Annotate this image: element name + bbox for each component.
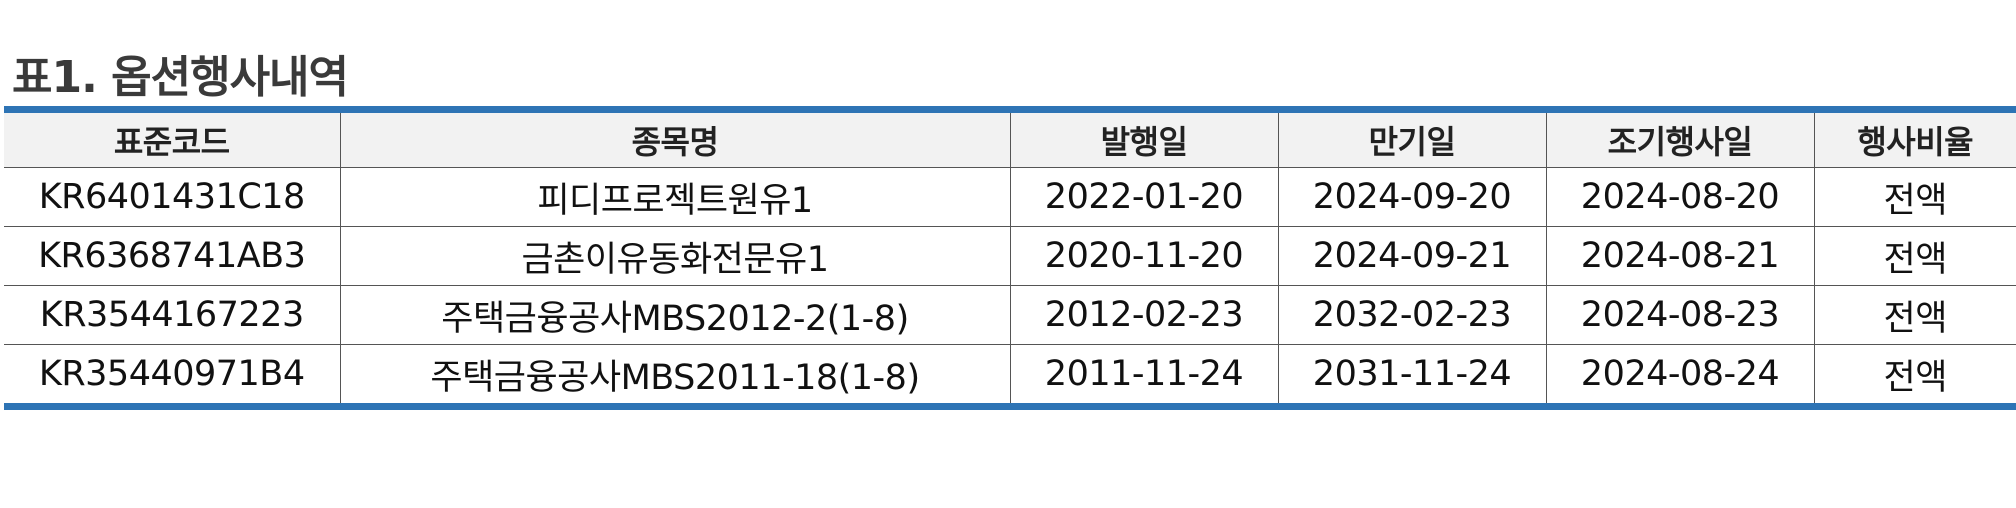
cell-security-name: 금촌이유동화전문유1 <box>339 226 1011 286</box>
cell-early-exercise-date: 2024-08-23 <box>1545 285 1815 345</box>
header-exercise-ratio: 행사비율 <box>1813 109 2016 168</box>
cell-maturity-date: 2031-11-24 <box>1277 344 1547 407</box>
cell-security-name: 피디프로젝트원유1 <box>339 167 1011 227</box>
cell-security-name: 주택금융공사MBS2011-18(1-8) <box>339 344 1011 407</box>
header-issue-date: 발행일 <box>1009 109 1279 168</box>
table-title: 표1. 옵션행사내역 <box>12 52 349 103</box>
table-row: KR6401431C18 피디프로젝트원유1 2022-01-20 2024-0… <box>4 167 2016 227</box>
cell-exercise-ratio: 전액 <box>1813 226 2016 286</box>
option-exercise-table: 표준코드 종목명 발행일 만기일 조기행사일 행사비율 KR6401431C18… <box>4 106 2016 410</box>
cell-standard-code: KR35440971B4 <box>4 344 341 407</box>
cell-exercise-ratio: 전액 <box>1813 344 2016 407</box>
table-row: KR6368741AB3 금촌이유동화전문유1 2020-11-20 2024-… <box>4 226 2016 286</box>
cell-maturity-date: 2032-02-23 <box>1277 285 1547 345</box>
cell-early-exercise-date: 2024-08-20 <box>1545 167 1815 227</box>
cell-issue-date: 2011-11-24 <box>1009 344 1279 407</box>
table-header-row: 표준코드 종목명 발행일 만기일 조기행사일 행사비율 <box>4 109 2016 168</box>
cell-exercise-ratio: 전액 <box>1813 167 2016 227</box>
cell-standard-code: KR3544167223 <box>4 285 341 345</box>
cell-issue-date: 2012-02-23 <box>1009 285 1279 345</box>
option-exercise-table-container: 표준코드 종목명 발행일 만기일 조기행사일 행사비율 KR6401431C18… <box>4 106 2016 410</box>
cell-exercise-ratio: 전액 <box>1813 285 2016 345</box>
cell-standard-code: KR6401431C18 <box>4 167 341 227</box>
table-row: KR3544167223 주택금융공사MBS2012-2(1-8) 2012-0… <box>4 285 2016 345</box>
cell-maturity-date: 2024-09-21 <box>1277 226 1547 286</box>
header-maturity-date: 만기일 <box>1277 109 1547 168</box>
cell-security-name: 주택금융공사MBS2012-2(1-8) <box>339 285 1011 345</box>
cell-issue-date: 2020-11-20 <box>1009 226 1279 286</box>
table-row: KR35440971B4 주택금융공사MBS2011-18(1-8) 2011-… <box>4 344 2016 407</box>
cell-standard-code: KR6368741AB3 <box>4 226 341 286</box>
header-standard-code: 표준코드 <box>4 109 341 168</box>
cell-issue-date: 2022-01-20 <box>1009 167 1279 227</box>
header-security-name: 종목명 <box>339 109 1011 168</box>
header-early-exercise-date: 조기행사일 <box>1545 109 1815 168</box>
cell-early-exercise-date: 2024-08-24 <box>1545 344 1815 407</box>
cell-maturity-date: 2024-09-20 <box>1277 167 1547 227</box>
cell-early-exercise-date: 2024-08-21 <box>1545 226 1815 286</box>
